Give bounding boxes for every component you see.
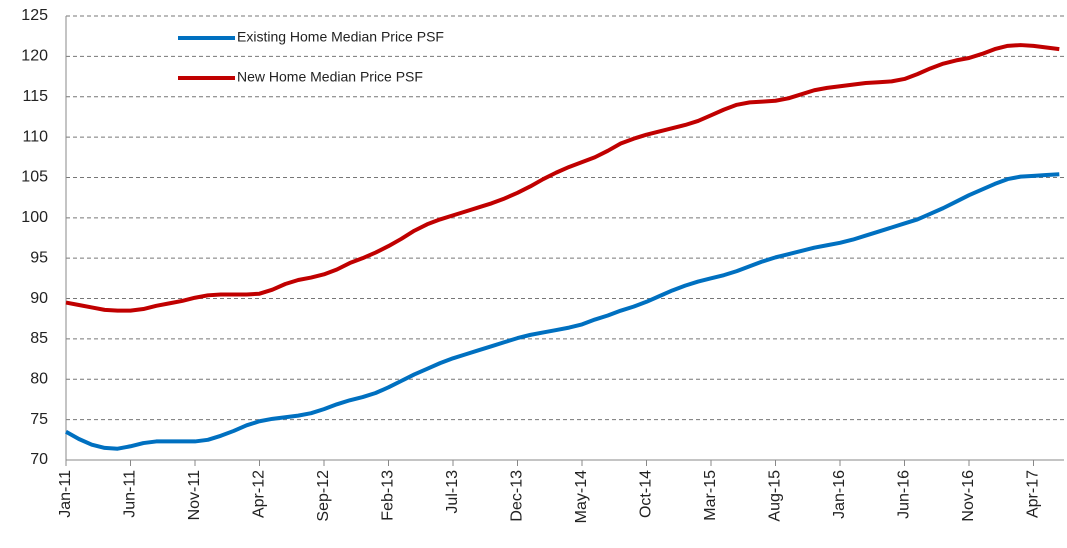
series-line bbox=[65, 43, 1060, 313]
y-tick-label: 125 bbox=[21, 7, 48, 24]
x-tick-label: Nov-11 bbox=[186, 470, 203, 520]
series-line bbox=[65, 172, 1060, 451]
y-tick-label: 100 bbox=[21, 209, 48, 226]
y-tick-label: 115 bbox=[22, 88, 48, 105]
x-tick-label: Aug-15 bbox=[767, 470, 784, 522]
x-tick-label: Jan-11 bbox=[57, 470, 74, 518]
x-tick-label: Jul-13 bbox=[444, 470, 461, 514]
legend-label: New Home Median Price PSF bbox=[237, 69, 423, 85]
x-tick-label: Nov-16 bbox=[960, 470, 977, 522]
y-tick-label: 105 bbox=[21, 169, 48, 186]
x-tick-label: Oct-14 bbox=[638, 470, 655, 518]
x-tick-label: Mar-15 bbox=[702, 470, 719, 521]
y-tick-label: 90 bbox=[30, 290, 48, 307]
x-tick-label: Dec-13 bbox=[509, 470, 526, 522]
y-tick-label: 80 bbox=[30, 370, 48, 387]
y-tick-label: 95 bbox=[30, 249, 48, 266]
x-tick-label: Apr-17 bbox=[1025, 470, 1042, 518]
x-tick-label: May-14 bbox=[573, 470, 590, 523]
y-tick-label: 110 bbox=[22, 128, 48, 145]
x-tick-label: Jun-11 bbox=[122, 470, 139, 518]
y-tick-label: 85 bbox=[30, 330, 48, 347]
y-tick-label: 120 bbox=[21, 48, 48, 65]
x-tick-label: Jan-16 bbox=[831, 470, 848, 519]
x-tick-label: Feb-13 bbox=[380, 470, 397, 521]
y-tick-label: 70 bbox=[30, 451, 48, 468]
legend-label: Existing Home Median Price PSF bbox=[237, 29, 444, 45]
x-tick-label: Jun-16 bbox=[896, 470, 913, 519]
x-tick-label: Sep-12 bbox=[315, 470, 332, 522]
x-tick-label: Apr-12 bbox=[251, 470, 268, 518]
y-tick-label: 75 bbox=[30, 411, 48, 428]
